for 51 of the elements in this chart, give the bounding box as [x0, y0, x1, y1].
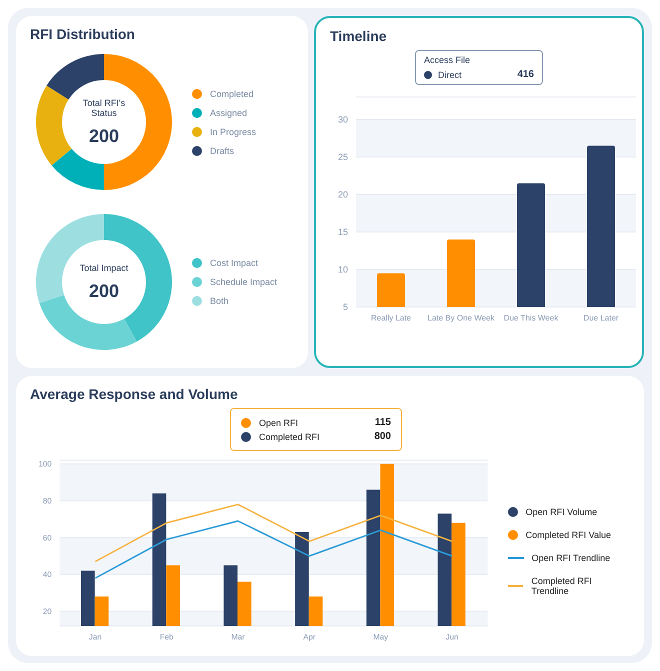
y-tick-label: 100 [38, 460, 52, 469]
legend-label: Completed RFI Trendline [530, 576, 593, 596]
line-series [94, 504, 453, 562]
y-tick-label: 30 [338, 114, 348, 125]
legend-label: Completed [209, 88, 255, 98]
y-tick-label: 40 [42, 570, 52, 580]
chart-title: Timeline [330, 28, 388, 44]
y-tick-label: 25 [338, 152, 348, 162]
chart-title: Average Response and Volume [30, 386, 239, 402]
donut-slice [36, 86, 72, 166]
legend-label: Open RFI Volume [524, 506, 598, 516]
text: Completed RFI [259, 432, 321, 442]
x-tick-label: Mar [231, 632, 246, 642]
text: 416 [517, 69, 534, 80]
y-tick-label: 15 [338, 227, 348, 238]
legend-label: In Progress [209, 126, 256, 136]
text: Open RFI [259, 418, 300, 428]
text: 800 [374, 431, 391, 442]
chart-title: RFI Distribution [30, 26, 136, 42]
legend-label: Cost Impact [209, 258, 260, 268]
text: Access File [424, 55, 472, 65]
y-tick-label: 20 [338, 190, 348, 200]
x-tick-label: Feb [160, 632, 174, 642]
text: Total RFI's Status [82, 98, 126, 118]
y-tick-label: 10 [338, 264, 348, 275]
x-tick-label: Jun [446, 632, 458, 642]
y-tick-label: 20 [42, 607, 52, 616]
y-tick-label: 5 [342, 302, 348, 312]
legend-label: Both [209, 296, 230, 306]
x-tick-label: Really Late [370, 314, 412, 323]
x-tick-label: May [373, 632, 388, 642]
x-tick-label: Due Later [583, 314, 619, 323]
text: Total Impact [78, 262, 130, 272]
text: 115 [374, 417, 391, 428]
legend-label: Schedule Impact [209, 277, 278, 287]
legend-label: Open RFI Trendline [530, 552, 612, 562]
x-tick-label: Jan [88, 632, 102, 642]
text: Direct [438, 70, 463, 80]
legend-label: Drafts [209, 146, 236, 156]
x-tick-label: Due This Week [504, 314, 560, 323]
x-tick-label: Late By One Week [428, 314, 496, 323]
y-tick-label: 80 [42, 496, 52, 506]
legend-label: Assigned [209, 108, 248, 118]
line-series [94, 520, 453, 579]
y-tick-label: 60 [42, 533, 52, 542]
legend-label: Completed RFI Value [524, 530, 612, 540]
donut-slice [52, 148, 104, 190]
donut-slice [46, 54, 104, 100]
x-tick-label: Apr [303, 632, 316, 642]
text: 200 [88, 280, 120, 302]
text: 200 [88, 126, 120, 146]
